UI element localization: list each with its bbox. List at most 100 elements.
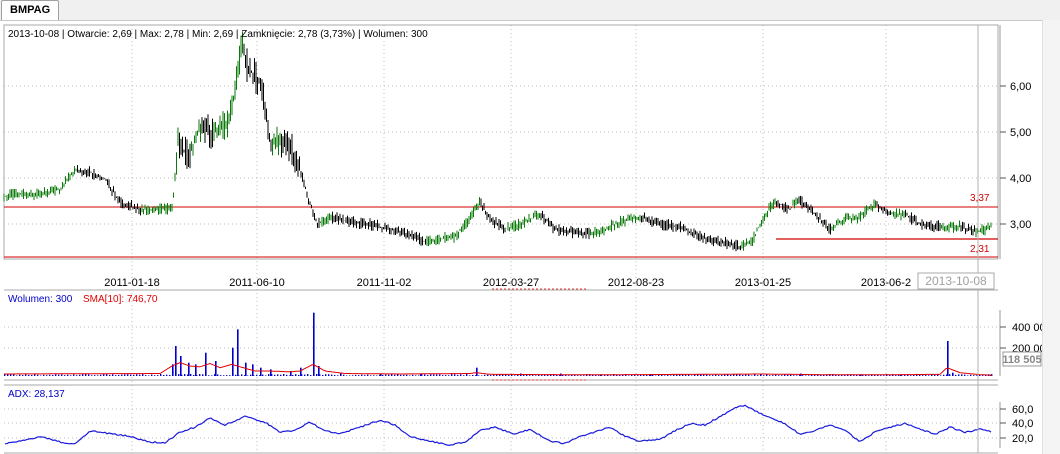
volume-bar xyxy=(322,374,324,376)
volume-bar xyxy=(493,374,495,376)
volume-bar xyxy=(205,352,207,376)
volume-bar xyxy=(439,374,441,376)
volume-bar xyxy=(217,374,219,376)
volume-bar xyxy=(709,375,711,376)
volume-bar xyxy=(595,375,597,376)
volume-bar xyxy=(367,374,369,376)
volume-bar xyxy=(409,375,411,376)
volume-bar xyxy=(25,374,27,376)
volume-bar xyxy=(391,374,393,376)
volume-bar xyxy=(418,375,420,376)
tab-bmpag[interactable]: BMPAG xyxy=(1,0,60,20)
adx-line xyxy=(4,404,992,447)
volume-bar xyxy=(682,374,684,376)
stock-chart[interactable]: 6,00 5,00 4,00 3,00 400 000 200 000 60,0… xyxy=(0,20,1042,454)
volume-bar xyxy=(736,374,738,376)
volume-bar xyxy=(667,375,669,376)
volume-bar xyxy=(127,374,129,376)
volume-bar xyxy=(652,374,654,376)
volume-bar xyxy=(142,374,144,376)
volume-bar xyxy=(754,374,756,376)
x-tick-label: 2011-06-10 xyxy=(229,277,284,289)
volume-bar xyxy=(838,375,840,376)
volume-bar xyxy=(844,374,846,376)
volume-bar xyxy=(430,374,432,376)
price-axis: 6,00 5,00 4,00 3,00 xyxy=(999,25,1031,259)
price-levels: 3,37 2,31 xyxy=(4,193,998,258)
volume-bar xyxy=(40,375,42,376)
x-tick-label: 2011-01-18 xyxy=(104,277,159,289)
volume-bar xyxy=(250,374,252,376)
volume-bar xyxy=(190,374,192,376)
volume-bar xyxy=(121,374,123,376)
volume-bar xyxy=(442,375,444,376)
volume-bar xyxy=(112,374,114,376)
volume-bar xyxy=(934,374,936,376)
volume-bar xyxy=(37,374,39,376)
volume-bar xyxy=(82,374,84,376)
volume-legend: Wolumen: 300 xyxy=(8,294,73,305)
volume-bar xyxy=(361,374,363,376)
volume-bar xyxy=(187,374,189,376)
volume-bar xyxy=(245,362,247,376)
volume-bar xyxy=(400,374,402,376)
volume-bar xyxy=(730,374,732,376)
volume-bar xyxy=(106,374,108,376)
volume-bar xyxy=(766,374,768,376)
volume-bar xyxy=(148,375,150,376)
volume-bar xyxy=(499,374,501,376)
volume-bar xyxy=(874,374,876,376)
volume-bar xyxy=(58,374,60,376)
volume-bar xyxy=(511,374,513,376)
volume-bar xyxy=(757,375,759,376)
volume-bar xyxy=(304,374,306,376)
volume-bar xyxy=(739,374,741,376)
volume-bar xyxy=(180,356,182,376)
x-tick-label: 2013-01-25 xyxy=(735,277,791,289)
x-tick-label: 2011-11-02 xyxy=(357,277,412,289)
sma-legend: SMA[10]: 746,70 xyxy=(83,294,158,305)
volume-bar xyxy=(94,375,96,376)
volume-bar xyxy=(958,374,960,376)
volume-bar xyxy=(616,374,618,376)
volume-bar xyxy=(130,374,132,376)
volume-bar xyxy=(397,374,399,376)
volume-bar xyxy=(55,374,57,376)
price-series xyxy=(3,31,992,252)
volume-bar xyxy=(457,374,459,376)
volume-bar xyxy=(724,374,726,376)
volume-bar xyxy=(547,374,549,376)
volume-bar xyxy=(421,374,423,376)
volume-bar xyxy=(901,375,903,376)
volume-bar xyxy=(4,374,6,376)
volume-bar xyxy=(688,374,690,376)
volume-bar xyxy=(640,374,642,376)
volume-bar xyxy=(913,374,915,376)
volume-bar xyxy=(346,375,348,376)
volume-bar xyxy=(487,374,489,376)
volume-bar xyxy=(445,375,447,376)
volume-bar xyxy=(772,375,774,376)
volume-bar xyxy=(691,375,693,376)
volume-bar xyxy=(337,375,339,376)
volume-bar xyxy=(208,375,210,376)
volume-bar xyxy=(970,374,972,376)
volume-value-badge: 118 505 xyxy=(1002,351,1042,367)
volume-bar xyxy=(721,375,723,376)
volume-bar xyxy=(538,374,540,376)
volume-bar xyxy=(43,374,45,376)
volume-bar xyxy=(865,374,867,376)
volume-bar xyxy=(460,374,462,376)
volume-bar xyxy=(670,375,672,376)
volume-bar xyxy=(790,374,792,376)
right-scroll-strip[interactable] xyxy=(1042,20,1060,454)
volume-bar xyxy=(232,347,234,376)
volume-bar xyxy=(523,374,525,376)
volume-bar xyxy=(928,375,930,376)
volume-bar xyxy=(943,374,945,376)
volume-bar xyxy=(526,374,528,376)
volume-bar xyxy=(300,367,302,376)
volume-bar xyxy=(931,374,933,376)
volume-bar xyxy=(859,374,861,376)
volume-bar xyxy=(787,374,789,376)
